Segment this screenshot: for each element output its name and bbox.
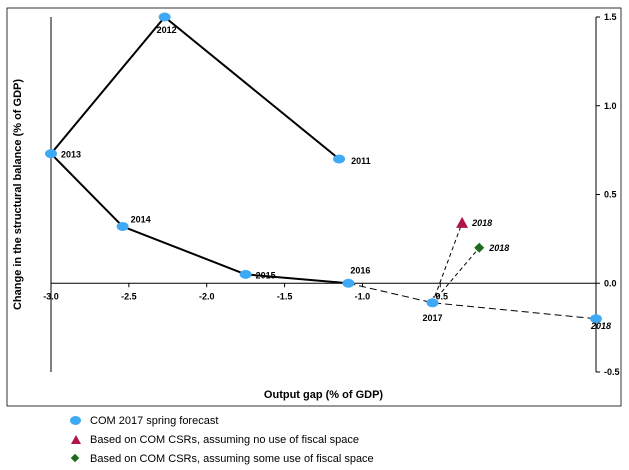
plot-area-frame (6, 7, 622, 407)
point-2012 (158, 12, 171, 22)
point-2016 (342, 278, 355, 288)
y-tick-label: 0.0 (604, 278, 617, 288)
point-2018 (590, 314, 602, 324)
y-tick-label: 1.0 (604, 101, 617, 111)
x-tick-label: -1.5 (277, 291, 293, 301)
series-lines (49, 15, 597, 320)
point-2014 (116, 221, 129, 231)
chart: -3.0 -2.5 -2.0 -1.5 -1.0 -0.5 -0.5 0.0 0.5 1.0 1.5… (6, 7, 622, 407)
triangle-label-2018: 2018 (471, 218, 492, 228)
diamond-point-2018 (474, 242, 485, 253)
solid-path-2011-2016 (49, 15, 349, 285)
legend-label: COM 2017 spring forecast (90, 414, 219, 427)
point-label-2017: 2017 (422, 313, 442, 323)
x-axis-title: Output gap (% of GDP) (264, 389, 383, 401)
y-tick-label: -0.5 (604, 367, 620, 377)
point-label-2012: 2012 (157, 25, 177, 35)
data-points (45, 12, 602, 324)
point-label-2014: 2014 (131, 214, 151, 224)
diamond-marker-icon (68, 453, 90, 465)
diamond-label-2018: 2018 (488, 243, 509, 253)
point-label-2016: 2016 (350, 265, 370, 275)
point-2013 (45, 149, 57, 159)
point-2017 (426, 298, 439, 308)
point-label-2018: 2018 (590, 321, 611, 331)
triangle-point-2018 (456, 216, 469, 228)
point-label-2013: 2013 (61, 150, 81, 160)
point-2015 (239, 269, 252, 279)
y-axis-title: Change in the structural balance (% of G… (12, 79, 24, 310)
triangle-marker-icon (68, 434, 90, 446)
x-tick-label: -2.0 (199, 291, 215, 301)
point-label-2015: 2015 (256, 270, 276, 280)
x-tick-label: -0.5 (433, 291, 449, 301)
circle-marker-icon (68, 415, 90, 427)
x-tick-label: -1.0 (355, 291, 371, 301)
x-tick-label: -2.5 (121, 291, 137, 301)
legend-label: Based on COM CSRs, assuming some use of … (90, 452, 374, 465)
axes: -3.0 -2.5 -2.0 -1.5 -1.0 -0.5 -0.5 0.0 0.5 1.0 1.5 (43, 12, 619, 377)
dashed-link-2017-scenario-1 (432, 222, 463, 303)
dashed-link-2017-scenario-2 (432, 247, 480, 304)
legend-label: Based on COM CSRs, assuming no use of fi… (90, 433, 360, 446)
dashed-path-2016-2018 (348, 282, 597, 320)
point-label-2011: 2011 (351, 156, 371, 166)
x-tick-label: -3.0 (43, 291, 59, 301)
y-tick-label: 1.5 (604, 12, 617, 22)
legend: COM 2017 spring forecast Based on COM CS… (68, 411, 374, 468)
y-tick-label: 0.5 (604, 190, 617, 200)
legend-item: Based on COM CSRs, assuming no use of fi… (68, 430, 374, 449)
point-labels: 2011 2012 2013 2014 2015 2016 2017 2018 2018 2018 (61, 25, 611, 331)
point-2011 (333, 154, 346, 164)
legend-item: COM 2017 spring forecast (68, 411, 374, 430)
legend-item: Based on COM CSRs, assuming some use of … (68, 449, 374, 468)
